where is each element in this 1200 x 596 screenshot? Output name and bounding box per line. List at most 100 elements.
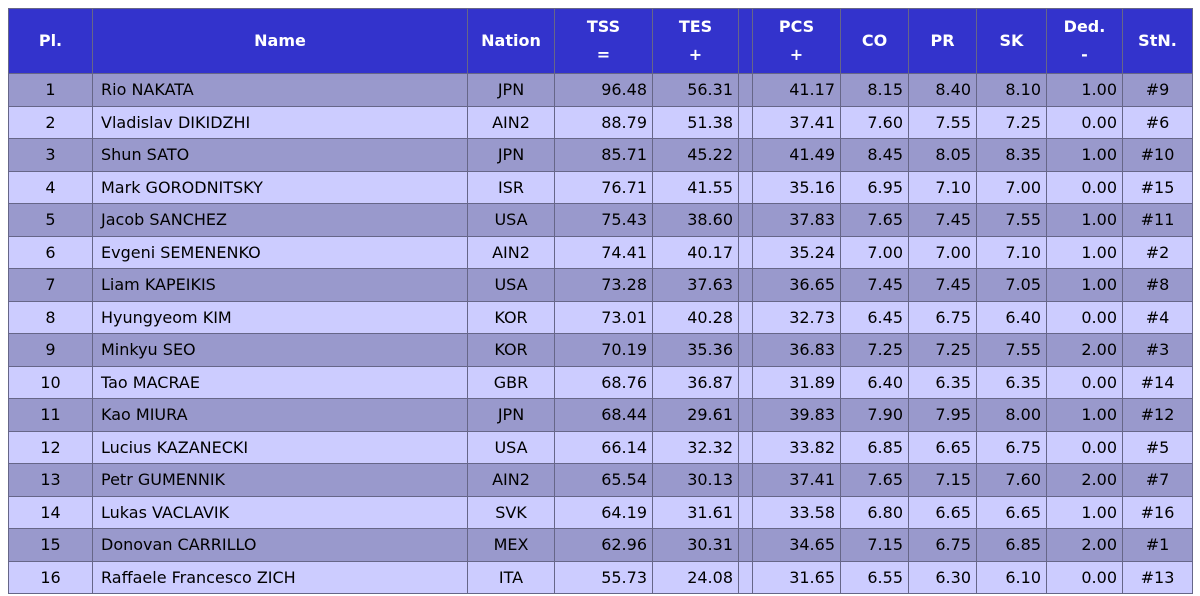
cell: 35.36 [652, 333, 739, 367]
cell: 12 [8, 430, 93, 464]
cell: 7.05 [976, 268, 1047, 302]
cell: 74.41 [554, 235, 653, 269]
results-table: Pl. Name Nation TSS = TES + PCS + CO PR SK Ded. - StN.… [8, 8, 1193, 594]
cell: 34.65 [752, 528, 841, 562]
header-text: = [596, 45, 611, 64]
cell: #2 [1122, 235, 1193, 269]
cell: 6.35 [908, 365, 977, 399]
cell: 36.65 [752, 268, 841, 302]
cell: 7.65 [840, 203, 909, 237]
cell: #1 [1122, 528, 1193, 562]
cell: #9 [1122, 73, 1193, 107]
cell: USA [467, 203, 555, 237]
column-header: Name [92, 8, 468, 74]
cell: 0.00 [1046, 105, 1123, 139]
result-row: 12 Lucius KAZANECKI USA 66.14 32.32 33.82 6.85… [8, 430, 1193, 464]
header-text: Nation [481, 31, 541, 50]
cell: JPN [467, 138, 555, 172]
cell: 7.15 [840, 528, 909, 562]
cell: 7.00 [908, 235, 977, 269]
spacer-cell [738, 105, 753, 139]
cell: 35.24 [752, 235, 841, 269]
cell: #3 [1122, 333, 1193, 367]
cell: 29.61 [652, 398, 739, 432]
cell: 7.15 [908, 463, 977, 497]
cell: 70.19 [554, 333, 653, 367]
cell: 7.65 [840, 463, 909, 497]
cell: #16 [1122, 495, 1193, 529]
cell: 65.54 [554, 463, 653, 497]
result-row: 6 Evgeni SEMENENKO AIN2 74.41 40.17 35.24 7.00… [8, 235, 1193, 269]
cell: 8 [8, 300, 93, 334]
cell: 33.82 [752, 430, 841, 464]
column-header: TSS = [554, 8, 653, 74]
cell: 85.71 [554, 138, 653, 172]
header-text: PR [930, 31, 955, 50]
result-row: 15 Donovan CARRILLO MEX 62.96 30.31 34.65 7.15… [8, 528, 1193, 562]
spacer-cell [738, 528, 753, 562]
cell: AIN2 [467, 105, 555, 139]
cell: 13 [8, 463, 93, 497]
cell: Donovan CARRILLO [92, 528, 468, 562]
cell: 62.96 [554, 528, 653, 562]
result-row: 3 Shun SATO JPN 85.71 45.22 41.49 8.45 8.05 8.35… [8, 138, 1193, 172]
cell: Hyungyeom KIM [92, 300, 468, 334]
cell: 0.00 [1046, 365, 1123, 399]
cell: 36.87 [652, 365, 739, 399]
cell: 7.00 [976, 170, 1047, 204]
cell: 55.73 [554, 560, 653, 594]
cell: Kao MIURA [92, 398, 468, 432]
cell: 88.79 [554, 105, 653, 139]
result-row: 8 Hyungyeom KIM KOR 73.01 40.28 32.73 6.45 6.75… [8, 300, 1193, 334]
cell: 2.00 [1046, 528, 1123, 562]
result-row: 10 Tao MACRAE GBR 68.76 36.87 31.89 6.40 6.35 6.… [8, 365, 1193, 399]
cell: 8.45 [840, 138, 909, 172]
spacer-header [738, 8, 753, 74]
cell: 1.00 [1046, 73, 1123, 107]
cell: 7.25 [908, 333, 977, 367]
cell: 9 [8, 333, 93, 367]
header-text: CO [861, 31, 888, 50]
cell: 6.30 [908, 560, 977, 594]
cell: 39.83 [752, 398, 841, 432]
cell: 51.38 [652, 105, 739, 139]
cell: Petr GUMENNIK [92, 463, 468, 497]
cell: 6.75 [908, 528, 977, 562]
header-text: Name [254, 31, 306, 50]
cell: 11 [8, 398, 93, 432]
cell: 8.40 [908, 73, 977, 107]
cell: 36.83 [752, 333, 841, 367]
cell: 6.35 [976, 365, 1047, 399]
header-text: StN. [1138, 31, 1177, 50]
result-row: 1 Rio NAKATA JPN 96.48 56.31 41.17 8.15 8.40 8.1… [8, 73, 1193, 107]
cell: 33.58 [752, 495, 841, 529]
cell: MEX [467, 528, 555, 562]
header-text: Pl. [38, 31, 63, 50]
spacer-cell [738, 235, 753, 269]
cell: 66.14 [554, 430, 653, 464]
cell: 0.00 [1046, 430, 1123, 464]
cell: #8 [1122, 268, 1193, 302]
cell: #7 [1122, 463, 1193, 497]
cell: Liam KAPEIKIS [92, 268, 468, 302]
column-header: Nation [467, 8, 555, 74]
cell: 31.61 [652, 495, 739, 529]
cell: 6.95 [840, 170, 909, 204]
table-body: 1 Rio NAKATA JPN 96.48 56.31 41.17 8.15 8.40 8.1… [8, 73, 1193, 594]
cell: #6 [1122, 105, 1193, 139]
spacer-cell [738, 463, 753, 497]
cell: AIN2 [467, 463, 555, 497]
cell: ISR [467, 170, 555, 204]
cell: 8.00 [976, 398, 1047, 432]
cell: 6.80 [840, 495, 909, 529]
cell: 7.95 [908, 398, 977, 432]
result-row: 11 Kao MIURA JPN 68.44 29.61 39.83 7.90 7.95 8.0… [8, 398, 1193, 432]
cell: 31.65 [752, 560, 841, 594]
cell: #13 [1122, 560, 1193, 594]
column-header: SK [976, 8, 1047, 74]
cell: Tao MACRAE [92, 365, 468, 399]
cell: Evgeni SEMENENKO [92, 235, 468, 269]
result-row: 14 Lukas VACLAVIK SVK 64.19 31.61 33.58 6.80 6.… [8, 495, 1193, 529]
cell: 7.25 [840, 333, 909, 367]
spacer-cell [738, 138, 753, 172]
